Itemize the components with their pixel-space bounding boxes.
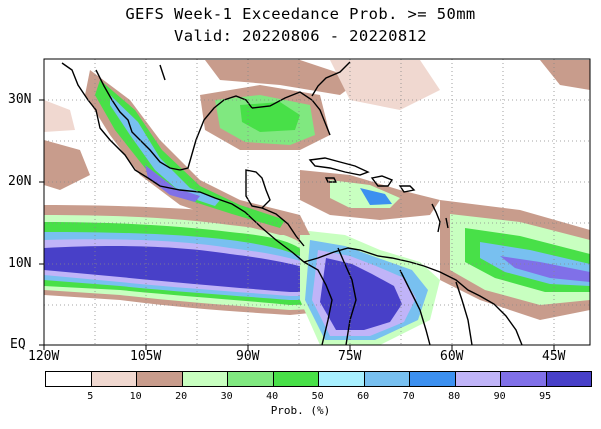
colorbar-level-label: 5 bbox=[87, 391, 94, 402]
colorbar-swatch bbox=[500, 371, 547, 387]
lon-label-75w: 75W bbox=[338, 349, 362, 364]
gulf-area bbox=[44, 60, 590, 190]
lat-label-10n: 10N bbox=[8, 256, 32, 271]
colorbar-level-label: 70 bbox=[402, 391, 415, 402]
lat-label-30n: 30N bbox=[8, 92, 32, 107]
chart-subtitle: Valid: 20220806 - 20220812 bbox=[173, 27, 428, 45]
colorbar-level-label: 95 bbox=[539, 391, 552, 402]
colorbar-level-label: 90 bbox=[493, 391, 506, 402]
colorbar-swatch bbox=[363, 371, 410, 387]
colorbar-level-label: 20 bbox=[175, 391, 188, 402]
atlantic-band bbox=[440, 200, 590, 320]
coastlines bbox=[61, 61, 523, 345]
lat-label-20n: 20N bbox=[8, 174, 32, 189]
colorbar-swatch bbox=[409, 371, 456, 387]
colorbar-swatch bbox=[90, 371, 137, 387]
lat-label-eq: EQ bbox=[10, 337, 26, 352]
lon-label-90w: 90W bbox=[236, 349, 260, 364]
lon-label-120w: 120W bbox=[28, 349, 60, 364]
colorbar-swatch bbox=[545, 371, 592, 387]
colorbar-level-label: 80 bbox=[448, 391, 461, 402]
lon-label-105w: 105W bbox=[130, 349, 162, 364]
colorbar-swatch bbox=[454, 371, 501, 387]
pacific-itcz-band bbox=[44, 205, 340, 315]
colorbar-title: Prob. (%) bbox=[270, 404, 331, 417]
colorbar-swatch bbox=[272, 371, 319, 387]
colorbar-swatch bbox=[318, 371, 365, 387]
colorbar-level-label: 40 bbox=[266, 391, 279, 402]
colorbar-level-label: 10 bbox=[129, 391, 142, 402]
axis-ticks bbox=[39, 99, 555, 350]
chart-title: GEFS Week-1 Exceedance Prob. >= 50mm bbox=[125, 5, 476, 23]
lon-label-60w: 60W bbox=[440, 349, 464, 364]
colorbar-level-label: 60 bbox=[357, 391, 370, 402]
colorbar-swatch bbox=[45, 371, 92, 387]
colorbar-swatch bbox=[136, 371, 183, 387]
lon-label-45w: 45W bbox=[542, 349, 566, 364]
colorbar-level-label: 30 bbox=[220, 391, 233, 402]
mexico-area bbox=[85, 70, 310, 235]
map-frame bbox=[43, 58, 591, 346]
lat-lon-grid bbox=[44, 59, 590, 345]
colorbar-level-label: 50 bbox=[311, 391, 324, 402]
colorbar-swatch bbox=[181, 371, 228, 387]
colorbar-swatch bbox=[227, 371, 274, 387]
northwest-south-america-area bbox=[300, 230, 440, 345]
